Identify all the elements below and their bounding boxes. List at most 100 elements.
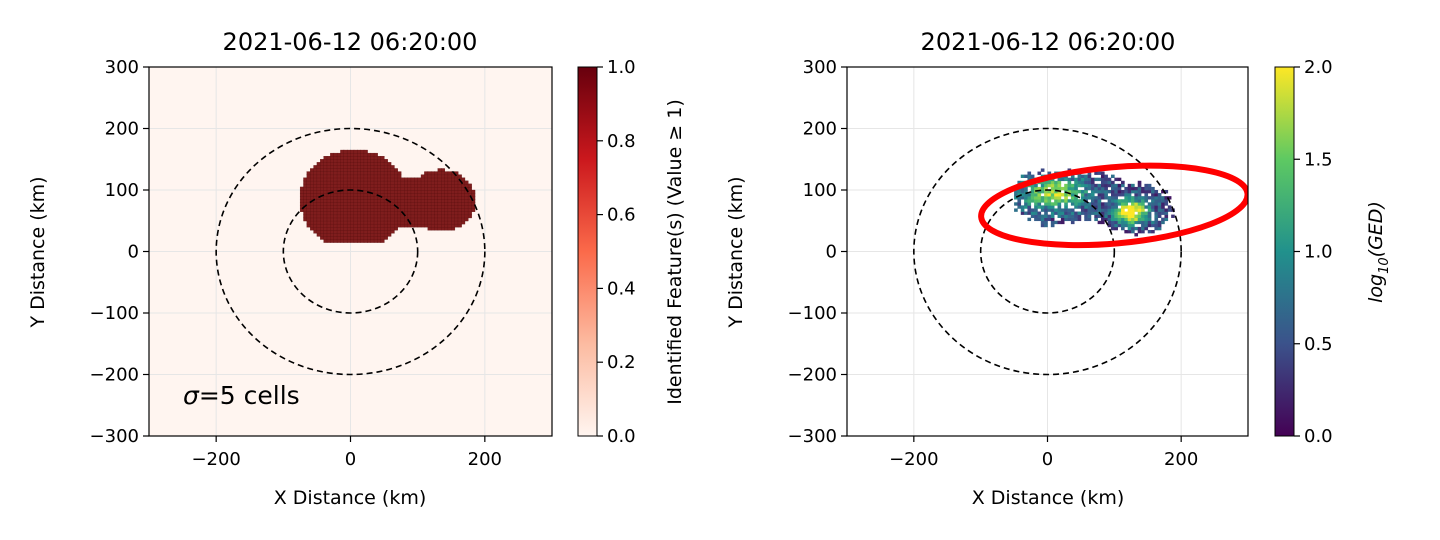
ged-cell (1097, 199, 1102, 203)
feature-cell (367, 226, 372, 231)
feature-cell (306, 171, 311, 176)
feature-cell (383, 223, 388, 228)
ged-cell (1057, 196, 1062, 200)
feature-cell (444, 223, 449, 228)
feature-cell (471, 208, 476, 212)
feature-cell (333, 199, 338, 203)
feature-cell (390, 192, 395, 197)
ged-cell (1154, 214, 1159, 218)
ged-cell (1077, 217, 1082, 222)
ged-cell (1057, 220, 1062, 225)
ged-cell (1141, 214, 1145, 218)
feature-cell (414, 192, 419, 197)
feature-cell (320, 199, 325, 203)
feature-cell (447, 186, 452, 191)
ged-cell (1100, 196, 1105, 200)
feature-cell (336, 199, 341, 203)
feature-cell (343, 156, 348, 160)
ged-cell (1127, 183, 1132, 188)
feature-cell (383, 192, 388, 197)
ged-cell (1127, 190, 1132, 194)
feature-cell (336, 183, 341, 188)
feature-cell (424, 183, 429, 188)
feature-cell (340, 192, 345, 197)
feature-cell (363, 223, 368, 228)
feature-cell (457, 223, 462, 228)
feature-cell (377, 202, 382, 206)
feature-cell (427, 223, 432, 228)
feature-cell (370, 208, 375, 212)
feature-cell (346, 217, 351, 222)
feature-cell (454, 186, 459, 191)
feature-cell (303, 180, 308, 185)
ged-cell (1040, 220, 1045, 225)
feature-cell (427, 180, 432, 185)
feature-cell (323, 156, 328, 160)
feature-cell (357, 202, 362, 206)
ged-cell (1107, 220, 1112, 225)
ged-cell (1131, 208, 1135, 212)
feature-cell (417, 192, 422, 197)
feature-cell (457, 174, 462, 179)
ged-cell (1050, 196, 1055, 200)
feature-cell (397, 192, 402, 197)
feature-cell (424, 192, 429, 197)
ged-cell (1161, 199, 1165, 203)
feature-cell (430, 202, 435, 206)
ged-cell (1067, 208, 1072, 212)
ged-cell (1034, 199, 1038, 203)
feature-cell (330, 159, 335, 163)
ged-cell (1117, 199, 1122, 203)
ged-cell (1114, 193, 1118, 197)
ged-cell (1147, 205, 1152, 209)
feature-cell (387, 162, 392, 166)
feature-cell (350, 168, 355, 173)
ged-cell (1127, 211, 1132, 215)
feature-cell (343, 217, 348, 222)
feature-cell (360, 205, 365, 209)
feature-cell (441, 202, 445, 206)
feature-cell (451, 189, 456, 194)
ged-cell (1087, 183, 1092, 188)
ged-cell (1097, 190, 1102, 194)
feature-cell (377, 229, 382, 234)
ged-cell (1154, 196, 1159, 200)
feature-cell (363, 239, 368, 243)
ged-cell (1097, 220, 1102, 225)
feature-cell (447, 208, 452, 212)
feature-cell (313, 165, 318, 169)
feature-cell (326, 171, 331, 176)
ged-cell (1124, 217, 1128, 222)
feature-cell (457, 195, 462, 200)
feature-cell (357, 180, 362, 185)
ged-cell (1070, 196, 1075, 200)
feature-cell (387, 195, 392, 200)
feature-cell (343, 232, 348, 237)
feature-cell (306, 220, 311, 225)
ged-cell (1037, 202, 1042, 206)
ged-cell (1074, 180, 1078, 185)
feature-cell (330, 195, 335, 200)
feature-cell (336, 171, 341, 176)
ged-cell (1057, 205, 1062, 209)
feature-cell (363, 186, 368, 191)
feature-cell (437, 177, 442, 182)
feature-cell (370, 162, 375, 166)
ged-cell (1154, 205, 1159, 209)
ged-cell (1020, 190, 1025, 194)
ged-cell (1137, 202, 1142, 206)
feature-cell (377, 186, 382, 191)
ged-cell (1137, 220, 1142, 225)
feature-cell (370, 229, 375, 234)
ged-cell (1151, 223, 1155, 228)
ged-cell (1094, 214, 1098, 218)
feature-cell (424, 195, 429, 200)
ged-cell (1020, 193, 1025, 197)
feature-cell (420, 186, 425, 191)
feature-cell (420, 211, 425, 216)
feature-cell (306, 180, 311, 185)
feature-cell (320, 162, 325, 166)
feature-cell (377, 217, 382, 222)
feature-cell (457, 214, 462, 219)
feature-cell (313, 226, 318, 231)
